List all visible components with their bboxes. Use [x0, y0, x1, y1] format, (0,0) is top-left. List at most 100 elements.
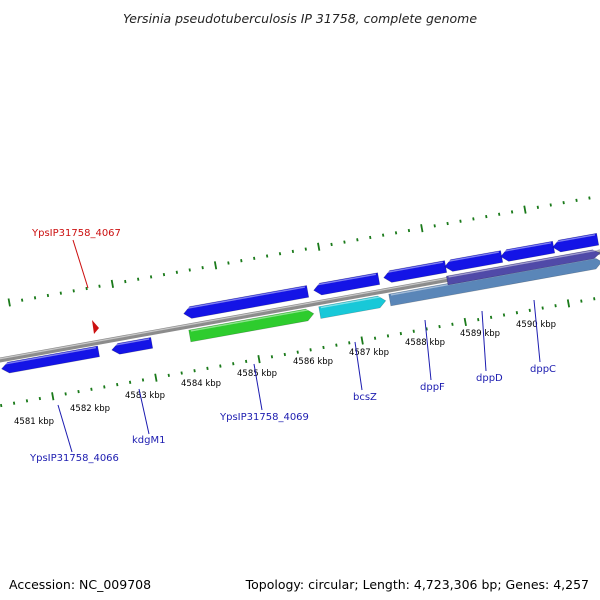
- lower-ruler-minor-tick: [25, 399, 29, 403]
- ruler-labels: 4581 kbp 4582 kbp 4583 kbp 4584 kbp 4585…: [14, 320, 556, 427]
- upper-ruler-minor-tick: [188, 268, 191, 272]
- lower-ruler-major-tick: [566, 299, 571, 308]
- gene-arrow-ypsip31758-4069-shine: [190, 308, 312, 332]
- upper-ruler-minor-tick: [369, 235, 372, 240]
- lower-ruler-minor-tick: [502, 313, 506, 317]
- gene-arrow-ypsip31758-4067b[interactable]: [183, 285, 310, 319]
- upper-ruler-minor-tick: [20, 298, 24, 302]
- map-title: Yersinia pseudotuberculosis IP 31758, co…: [123, 11, 477, 26]
- upper-ruler-minor-tick: [162, 272, 166, 277]
- lower-ruler-major-tick: [463, 317, 467, 327]
- lower-ruler-major-tick: [51, 392, 55, 401]
- upper-ruler-minor-tick: [588, 196, 591, 200]
- upper-ruler-minor-tick: [549, 203, 552, 207]
- lower-ruler-minor-tick: [296, 350, 299, 354]
- upper-ruler-minor-tick: [459, 219, 462, 223]
- gene-arrow-bcsz-shine: [320, 295, 384, 309]
- genome-stats-text: Topology: circular; Length: 4,723,306 bp…: [245, 577, 589, 592]
- gene-label-ypsip31758-4066[interactable]: YpsIP31758_4066: [29, 453, 119, 464]
- upper-ruler-minor-tick: [575, 198, 578, 202]
- upper-ruler-minor-tick: [304, 247, 307, 251]
- tick-label-4582: 4582 kbp: [70, 404, 110, 414]
- gene-arrow-kdgm1[interactable]: [111, 337, 154, 355]
- gene-label-dppc[interactable]: dppC: [530, 364, 556, 375]
- lower-ruler-major-tick: [154, 373, 158, 382]
- upper-ruler-minor-tick: [46, 293, 50, 298]
- gene-arrow-bcsz[interactable]: [318, 295, 387, 319]
- tick-label-4581: 4581 kbp: [14, 417, 54, 427]
- upper-ruler-minor-tick: [433, 224, 436, 228]
- upper-ruler-minor-tick: [240, 259, 243, 263]
- gene-label-ypsip31758-4069[interactable]: YpsIP31758_4069: [219, 412, 309, 423]
- upper-ruler-minor-tick: [446, 221, 449, 226]
- lower-ruler-minor-tick: [283, 352, 286, 357]
- gene-arrow-ypsip31758-4069[interactable]: [188, 308, 315, 343]
- lower-ruler-minor-tick: [335, 343, 338, 347]
- gene-arrow-upper-5-shine: [314, 273, 377, 286]
- upper-ruler-minor-tick: [485, 214, 488, 219]
- lower-ruler-minor-tick: [38, 396, 42, 401]
- upper-ruler-major-tick: [523, 205, 527, 214]
- upper-ruler-minor-tick: [124, 279, 127, 284]
- lower-ruler-minor-tick: [90, 387, 93, 391]
- gene-arrow-upper-5[interactable]: [313, 272, 381, 296]
- lower-ruler-minor-tick: [348, 341, 351, 345]
- lower-ruler-minor-tick: [219, 364, 222, 368]
- gene-arrow-purple[interactable]: [446, 249, 600, 286]
- upper-ruler-minor-tick: [536, 205, 540, 209]
- gene-arrow-dppc-shine: [501, 242, 552, 253]
- tick-label-4586: 4586 kbp: [293, 357, 333, 367]
- gene-marker-ypsip31758-4067[interactable]: [92, 320, 99, 334]
- lower-ruler-minor-tick: [206, 366, 209, 371]
- upper-ruler-major-tick: [317, 242, 321, 251]
- lower-ruler-minor-tick: [489, 315, 493, 319]
- upper-ruler: [7, 196, 591, 307]
- upper-ruler-minor-tick: [472, 217, 475, 221]
- upper-ruler-minor-tick: [175, 270, 179, 274]
- lower-ruler-minor-tick: [64, 392, 67, 396]
- gene-label-dppf[interactable]: dppF: [420, 382, 445, 393]
- upper-ruler-minor-tick: [356, 238, 359, 242]
- lower-ruler-minor-tick: [12, 401, 16, 405]
- lower-ruler-minor-tick: [515, 311, 519, 315]
- leader-line: [253, 363, 263, 411]
- gene-arrow-dppd-shine: [445, 251, 500, 263]
- lower-ruler-minor-tick: [451, 322, 454, 326]
- leader-line: [72, 239, 89, 289]
- lower-ruler-minor-tick: [77, 389, 80, 394]
- gene-features[interactable]: [1, 232, 600, 374]
- gene-arrow-upper-last[interactable]: [552, 232, 600, 253]
- leader-line: [424, 319, 432, 381]
- leader-line: [57, 404, 73, 453]
- gene-arrow-ypsip31758-4067b-shine: [184, 286, 306, 310]
- label-leaders: [57, 239, 541, 453]
- lower-ruler-minor-tick: [128, 380, 132, 384]
- lower-ruler-minor-tick: [386, 334, 390, 338]
- lower-ruler-minor-tick: [167, 373, 170, 377]
- upper-ruler-minor-tick: [98, 284, 101, 288]
- lower-ruler-minor-tick: [528, 308, 531, 312]
- lower-ruler-minor-tick: [541, 306, 544, 310]
- upper-ruler-minor-tick: [498, 212, 501, 216]
- upper-ruler-minor-tick: [33, 296, 37, 300]
- lower-ruler-minor-tick: [270, 355, 274, 359]
- gene-label-bcsz[interactable]: bcsZ: [353, 392, 377, 403]
- upper-ruler-major-tick: [213, 261, 218, 270]
- tick-label-4587: 4587 kbp: [349, 348, 389, 358]
- gene-label-dppd[interactable]: dppD: [476, 373, 503, 384]
- gene-arrow-dppf-shine: [384, 261, 444, 274]
- upper-ruler-minor-tick: [253, 256, 256, 260]
- upper-ruler-minor-tick: [85, 286, 88, 291]
- lower-ruler-minor-tick: [193, 369, 196, 373]
- leader-line: [138, 388, 150, 435]
- gene-arrow-lower-steel[interactable]: [388, 256, 600, 307]
- upper-ruler-minor-tick: [278, 252, 282, 256]
- lower-ruler-minor-tick: [373, 336, 377, 340]
- lower-ruler-minor-tick: [554, 304, 557, 308]
- gene-label-kdgm1[interactable]: kdgM1: [132, 435, 165, 446]
- gene-arrow-ypsip31758-4066[interactable]: [1, 345, 100, 374]
- lower-ruler-minor-tick: [438, 324, 441, 329]
- upper-ruler-minor-tick: [562, 201, 565, 205]
- gene-label-ypsip31758-4067[interactable]: YpsIP31758_4067: [31, 228, 121, 239]
